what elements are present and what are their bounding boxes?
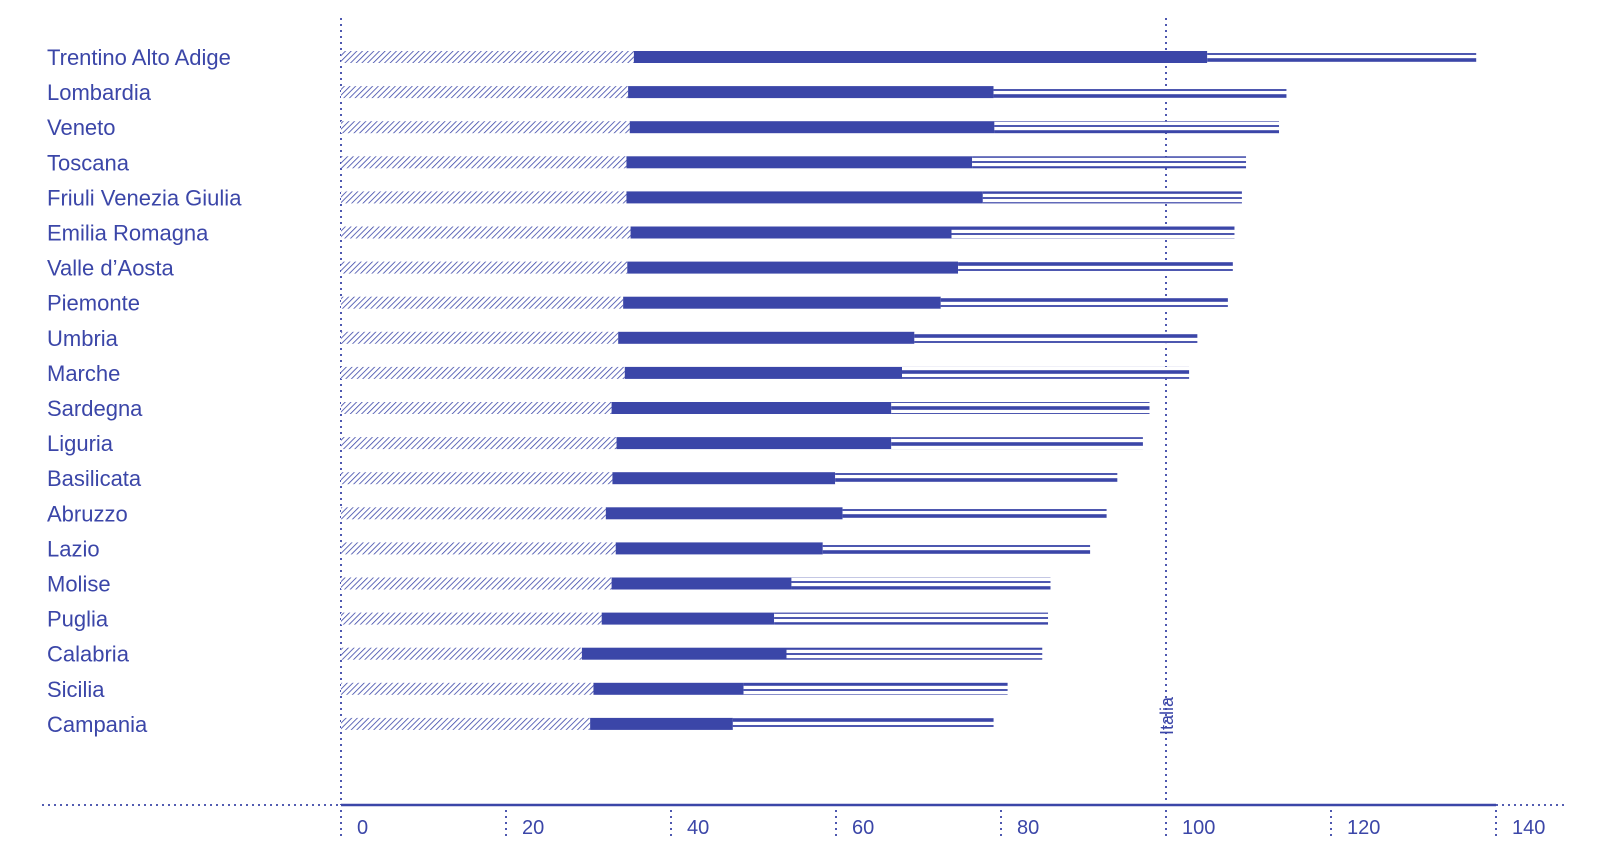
x-tick-label: 20 (522, 817, 544, 839)
category-label: Friuli Venezia Giulia (47, 185, 242, 210)
bar-segment-lined (940, 296, 1228, 309)
bars (341, 51, 1477, 730)
bar-segment-hatched (341, 577, 612, 590)
category-label: Trentino Alto Adige (47, 45, 231, 70)
category-label: Lombardia (47, 80, 152, 105)
bar-segment-hatched (341, 402, 612, 414)
bar-segment-hatched (341, 51, 634, 63)
bar-segment-lined (902, 366, 1190, 379)
bar-segment-solid (624, 366, 902, 379)
category-label: Valle d’Aosta (47, 256, 175, 281)
bar-segment-solid (611, 402, 892, 414)
bar-segment-lined (842, 507, 1107, 520)
bar-segment-lined (774, 612, 1049, 625)
bar-segment-lined (972, 156, 1247, 169)
bar-segment-hatched (341, 261, 628, 274)
bar-segment-lined (914, 331, 1198, 344)
bar-segment-solid (623, 296, 941, 309)
bar-segment-solid (626, 156, 973, 169)
bar-segment-hatched (341, 717, 591, 730)
bar-segment-hatched (341, 682, 594, 695)
bar-segment-solid (593, 682, 744, 695)
category-label: Abruzzo (47, 501, 128, 526)
bar-segment-solid (605, 507, 843, 520)
category-label: Lazio (47, 536, 100, 561)
category-label: Sicilia (47, 677, 105, 702)
bar-segment-hatched (341, 86, 629, 99)
bar-segment-solid (612, 472, 836, 485)
bar-segment-solid (627, 261, 959, 274)
category-label: Campania (47, 712, 148, 737)
bar-segment-solid (626, 191, 983, 204)
x-tick-label: 60 (852, 817, 874, 839)
bar-segment-hatched (341, 507, 606, 520)
bar-segment-lined (786, 647, 1043, 660)
category-label: Calabria (47, 642, 130, 667)
category-label: Marche (47, 361, 120, 386)
x-tick-label: 120 (1347, 817, 1380, 839)
bar-segment-hatched (341, 331, 619, 344)
bar-segment-solid (629, 121, 995, 134)
bar-segment-solid (615, 542, 823, 555)
bar-segment-hatched (341, 156, 627, 169)
bar-segment-hatched (341, 296, 624, 309)
bar-segment-hatched (341, 191, 627, 204)
bar-segment-hatched (341, 226, 631, 239)
x-tick-label: 100 (1182, 817, 1215, 839)
bar-segment-solid (611, 577, 792, 590)
bar-segment-solid (628, 86, 994, 99)
bar-segment-lined (891, 437, 1143, 450)
bar-segment-lined (994, 121, 1280, 134)
bar-segment-hatched (341, 647, 582, 660)
category-label: Basilicata (47, 466, 142, 491)
category-label: Piemonte (47, 291, 140, 316)
bar-segment-solid (581, 647, 787, 660)
x-tick-label: 80 (1017, 817, 1039, 839)
category-label: Sardegna (47, 396, 143, 421)
bar-segment-lined (891, 402, 1150, 414)
bar-segment-lined (732, 717, 994, 730)
category-label: Liguria (47, 431, 114, 456)
bar-segment-hatched (341, 366, 625, 379)
bar-segment-lined (822, 542, 1091, 555)
category-labels: Trentino Alto Adige Lombardia Veneto Toscan… (47, 45, 242, 737)
reference-line-label: Italia (1157, 696, 1177, 735)
bar-segment-lined (958, 261, 1233, 274)
bar-segment-lined (743, 682, 1008, 695)
bar-segment-lined (791, 577, 1051, 590)
bar-segment-solid (630, 226, 952, 239)
bar-segment-hatched (341, 542, 616, 555)
bar-segment-hatched (341, 121, 630, 134)
category-label: Puglia (47, 607, 109, 632)
bar-segment-solid (590, 717, 733, 730)
category-label: Toscana (47, 150, 130, 175)
bar-segment-hatched (341, 472, 613, 485)
bar-segment-hatched (341, 437, 617, 450)
category-label: Veneto (47, 115, 116, 140)
bar-segment-lined (1207, 51, 1477, 63)
bar-segment-lined (993, 86, 1287, 99)
bar-segment-lined (951, 226, 1235, 239)
bar-segment-solid (616, 437, 892, 450)
x-axis: Italia 0 20 40 60 80 100 120 140 (42, 18, 1566, 839)
x-tick-label: 0 (357, 817, 368, 839)
category-label: Emilia Romagna (47, 221, 209, 246)
bar-segment-solid (633, 51, 1208, 63)
bar-segment-solid (601, 612, 775, 625)
category-label: Umbria (47, 326, 119, 351)
bar-segment-lined (835, 472, 1118, 485)
category-label: Molise (47, 572, 111, 597)
bar-segment-hatched (341, 612, 602, 625)
x-tick-label: 40 (687, 817, 709, 839)
bar-segment-lined (982, 191, 1242, 204)
bar-segment-solid (618, 331, 915, 344)
x-tick-label: 140 (1512, 817, 1545, 839)
